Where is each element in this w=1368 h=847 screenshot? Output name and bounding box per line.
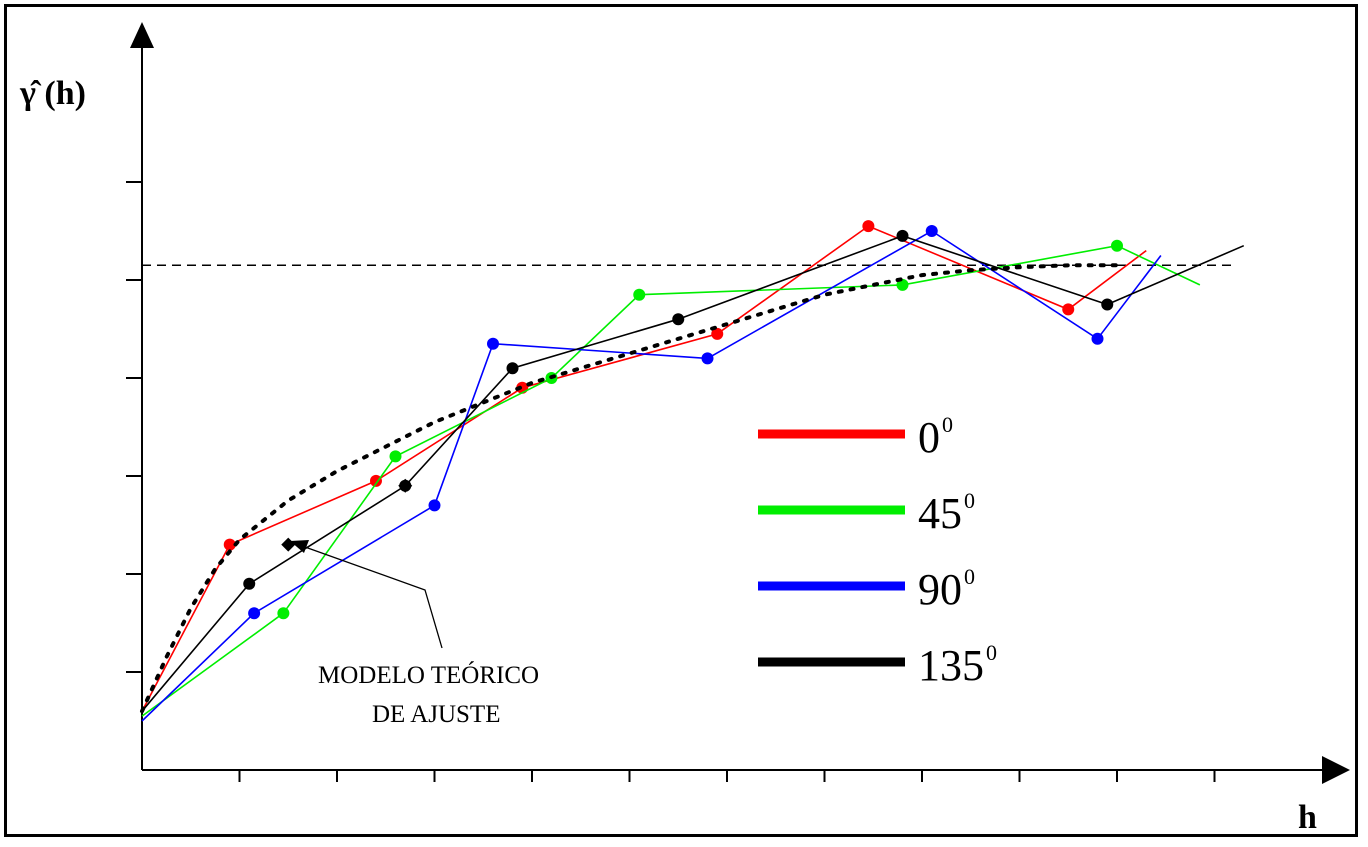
annotation-leader-line (304, 546, 443, 649)
data-point-135 (506, 362, 519, 375)
data-point-90 (701, 352, 714, 365)
data-point-45 (1111, 239, 1123, 252)
legend-item-45: 45 0 (758, 488, 975, 538)
model-marker (281, 537, 296, 552)
model-marker (398, 478, 413, 493)
y-ticks (126, 181, 142, 673)
data-point-90 (925, 225, 938, 237)
x-axis-arrow (1322, 756, 1350, 784)
series-45 (141, 239, 1201, 717)
data-point-90 (428, 499, 441, 512)
series-line-135 (141, 235, 1245, 712)
data-point-0 (370, 474, 382, 487)
data-point-0 (711, 327, 724, 340)
data-point-135 (896, 229, 909, 242)
annotation-line-2: DE AJUSTE (372, 701, 500, 728)
legend-item-90: 90 0 (758, 564, 975, 614)
data-point-135 (672, 313, 685, 326)
annotation-arrowhead (290, 540, 309, 553)
data-point-0 (1062, 303, 1075, 316)
data-point-90 (487, 337, 499, 350)
series-0 (141, 220, 1147, 712)
x-axis-label: h (1298, 799, 1317, 836)
legend-label: 90 (918, 565, 962, 614)
data-point-0 (223, 538, 236, 551)
theoretical-model-annotation: MODELO TEÓRICO DE AJUSTE (290, 540, 539, 728)
legend-degree-mark: 0 (986, 640, 997, 665)
series-line-45 (141, 244, 1201, 717)
y-axis-arrow (130, 22, 154, 48)
series-90 (141, 225, 1162, 722)
data-point-90 (248, 607, 261, 620)
legend-label: 0 (918, 413, 940, 462)
series-line-0 (141, 225, 1147, 712)
data-point-45 (896, 278, 909, 291)
data-point-45 (277, 607, 290, 620)
legend-degree-mark: 0 (942, 412, 953, 437)
series-layer (141, 220, 1245, 722)
axes (130, 22, 1350, 784)
data-point-135 (243, 577, 256, 590)
legend-degree-mark: 0 (964, 564, 975, 589)
theoretical-model-layer (140, 263, 1119, 714)
chart-frame (4, 4, 1358, 837)
y-axis-label: γ̂ (h) (19, 75, 86, 112)
data-point-45 (633, 288, 646, 301)
legend-label: 135 (918, 641, 984, 690)
legend-degree-mark: 0 (964, 488, 975, 513)
data-point-135 (1101, 298, 1114, 311)
data-point-45 (389, 450, 402, 463)
series-line-90 (141, 230, 1162, 722)
data-point-90 (1091, 332, 1104, 345)
annotation-line-1: MODELO TEÓRICO (318, 661, 539, 689)
data-point-0 (862, 220, 875, 233)
legend-item-135: 135 0 (758, 640, 997, 690)
legend-label: 45 (918, 489, 962, 538)
x-ticks (238, 770, 1216, 782)
